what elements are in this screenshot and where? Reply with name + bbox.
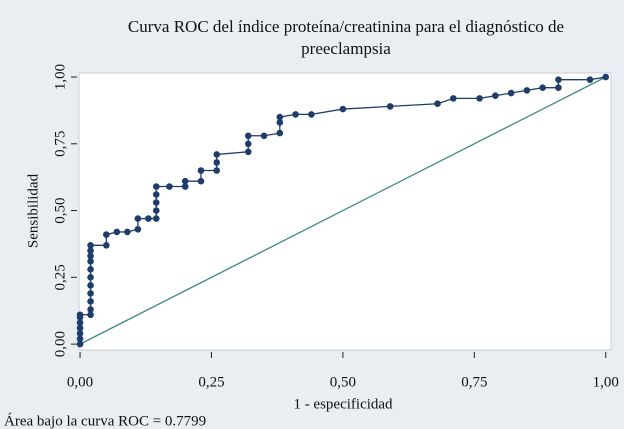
- roc-point: [276, 113, 284, 121]
- x-tick-label: 0,00: [67, 374, 93, 390]
- roc-point: [152, 215, 160, 222]
- x-tick-label: 0,75: [461, 374, 487, 390]
- roc-point: [523, 87, 531, 94]
- roc-point: [152, 183, 160, 190]
- roc-point: [87, 282, 94, 289]
- roc-point: [124, 228, 131, 236]
- roc-point: [87, 311, 94, 319]
- x-tick-label: 0,25: [198, 374, 224, 390]
- chart-title: preeclampsia: [301, 39, 391, 58]
- roc-point: [244, 140, 252, 148]
- roc-point: [152, 207, 160, 214]
- roc-point: [276, 119, 284, 126]
- roc-point: [152, 191, 160, 198]
- roc-point: [76, 330, 84, 337]
- roc-point: [213, 167, 221, 174]
- roc-point: [507, 89, 515, 97]
- roc-point: [87, 266, 94, 273]
- roc-point: [213, 151, 221, 158]
- y-tick-label: 0,00: [52, 331, 68, 357]
- y-axis-label: Sensibilidad: [25, 173, 41, 248]
- roc-point: [602, 73, 610, 81]
- roc-point: [87, 298, 94, 305]
- roc-point: [87, 241, 94, 249]
- roc-point: [87, 247, 94, 254]
- roc-point: [555, 84, 562, 91]
- roc-point: [586, 76, 594, 83]
- roc-point: [76, 340, 84, 348]
- roc-point: [476, 95, 483, 102]
- roc-point: [308, 111, 315, 118]
- x-tick-label: 0,50: [330, 374, 356, 390]
- roc-point: [87, 274, 94, 281]
- roc-point: [197, 177, 205, 185]
- roc-point: [181, 183, 189, 190]
- roc-point: [213, 159, 221, 166]
- roc-point: [145, 215, 152, 222]
- roc-point: [87, 258, 94, 265]
- roc-point: [87, 290, 94, 297]
- roc-point: [339, 105, 347, 113]
- roc-point: [166, 183, 173, 190]
- roc-point: [539, 84, 546, 91]
- roc-point: [555, 76, 562, 83]
- roc-point: [76, 319, 84, 327]
- roc-point: [103, 241, 110, 249]
- roc-point: [181, 177, 189, 185]
- roc-point: [260, 132, 268, 140]
- y-tick-label: 0,25: [52, 264, 68, 290]
- y-tick-label: 1,00: [52, 64, 68, 90]
- roc-point: [244, 132, 252, 140]
- y-tick-label: 0,50: [52, 197, 68, 223]
- roc-point: [103, 231, 110, 238]
- x-tick-label: 1,00: [593, 374, 619, 390]
- roc-point: [134, 225, 142, 233]
- roc-point: [87, 252, 94, 260]
- y-tick-label: 0,75: [52, 131, 68, 157]
- x-axis-label: 1 - especificidad: [293, 396, 393, 412]
- roc-point: [76, 335, 84, 343]
- roc-point: [134, 215, 142, 222]
- roc-point: [76, 324, 84, 332]
- roc-point: [152, 199, 160, 206]
- roc-point: [276, 129, 284, 137]
- roc-point: [244, 148, 252, 156]
- roc-point: [449, 95, 457, 102]
- roc-point: [292, 111, 299, 118]
- reference-line: [79, 76, 607, 345]
- roc-point: [197, 167, 205, 174]
- roc-point: [87, 306, 94, 313]
- roc-point: [386, 103, 394, 110]
- roc-point: [76, 311, 84, 319]
- roc-point: [434, 100, 441, 108]
- roc-point: [492, 92, 499, 100]
- chart-title: Curva ROC del índice proteína/creatinina…: [128, 17, 564, 36]
- roc-point: [113, 228, 121, 236]
- note: Área bajo la curva ROC = 0.7799: [4, 412, 206, 429]
